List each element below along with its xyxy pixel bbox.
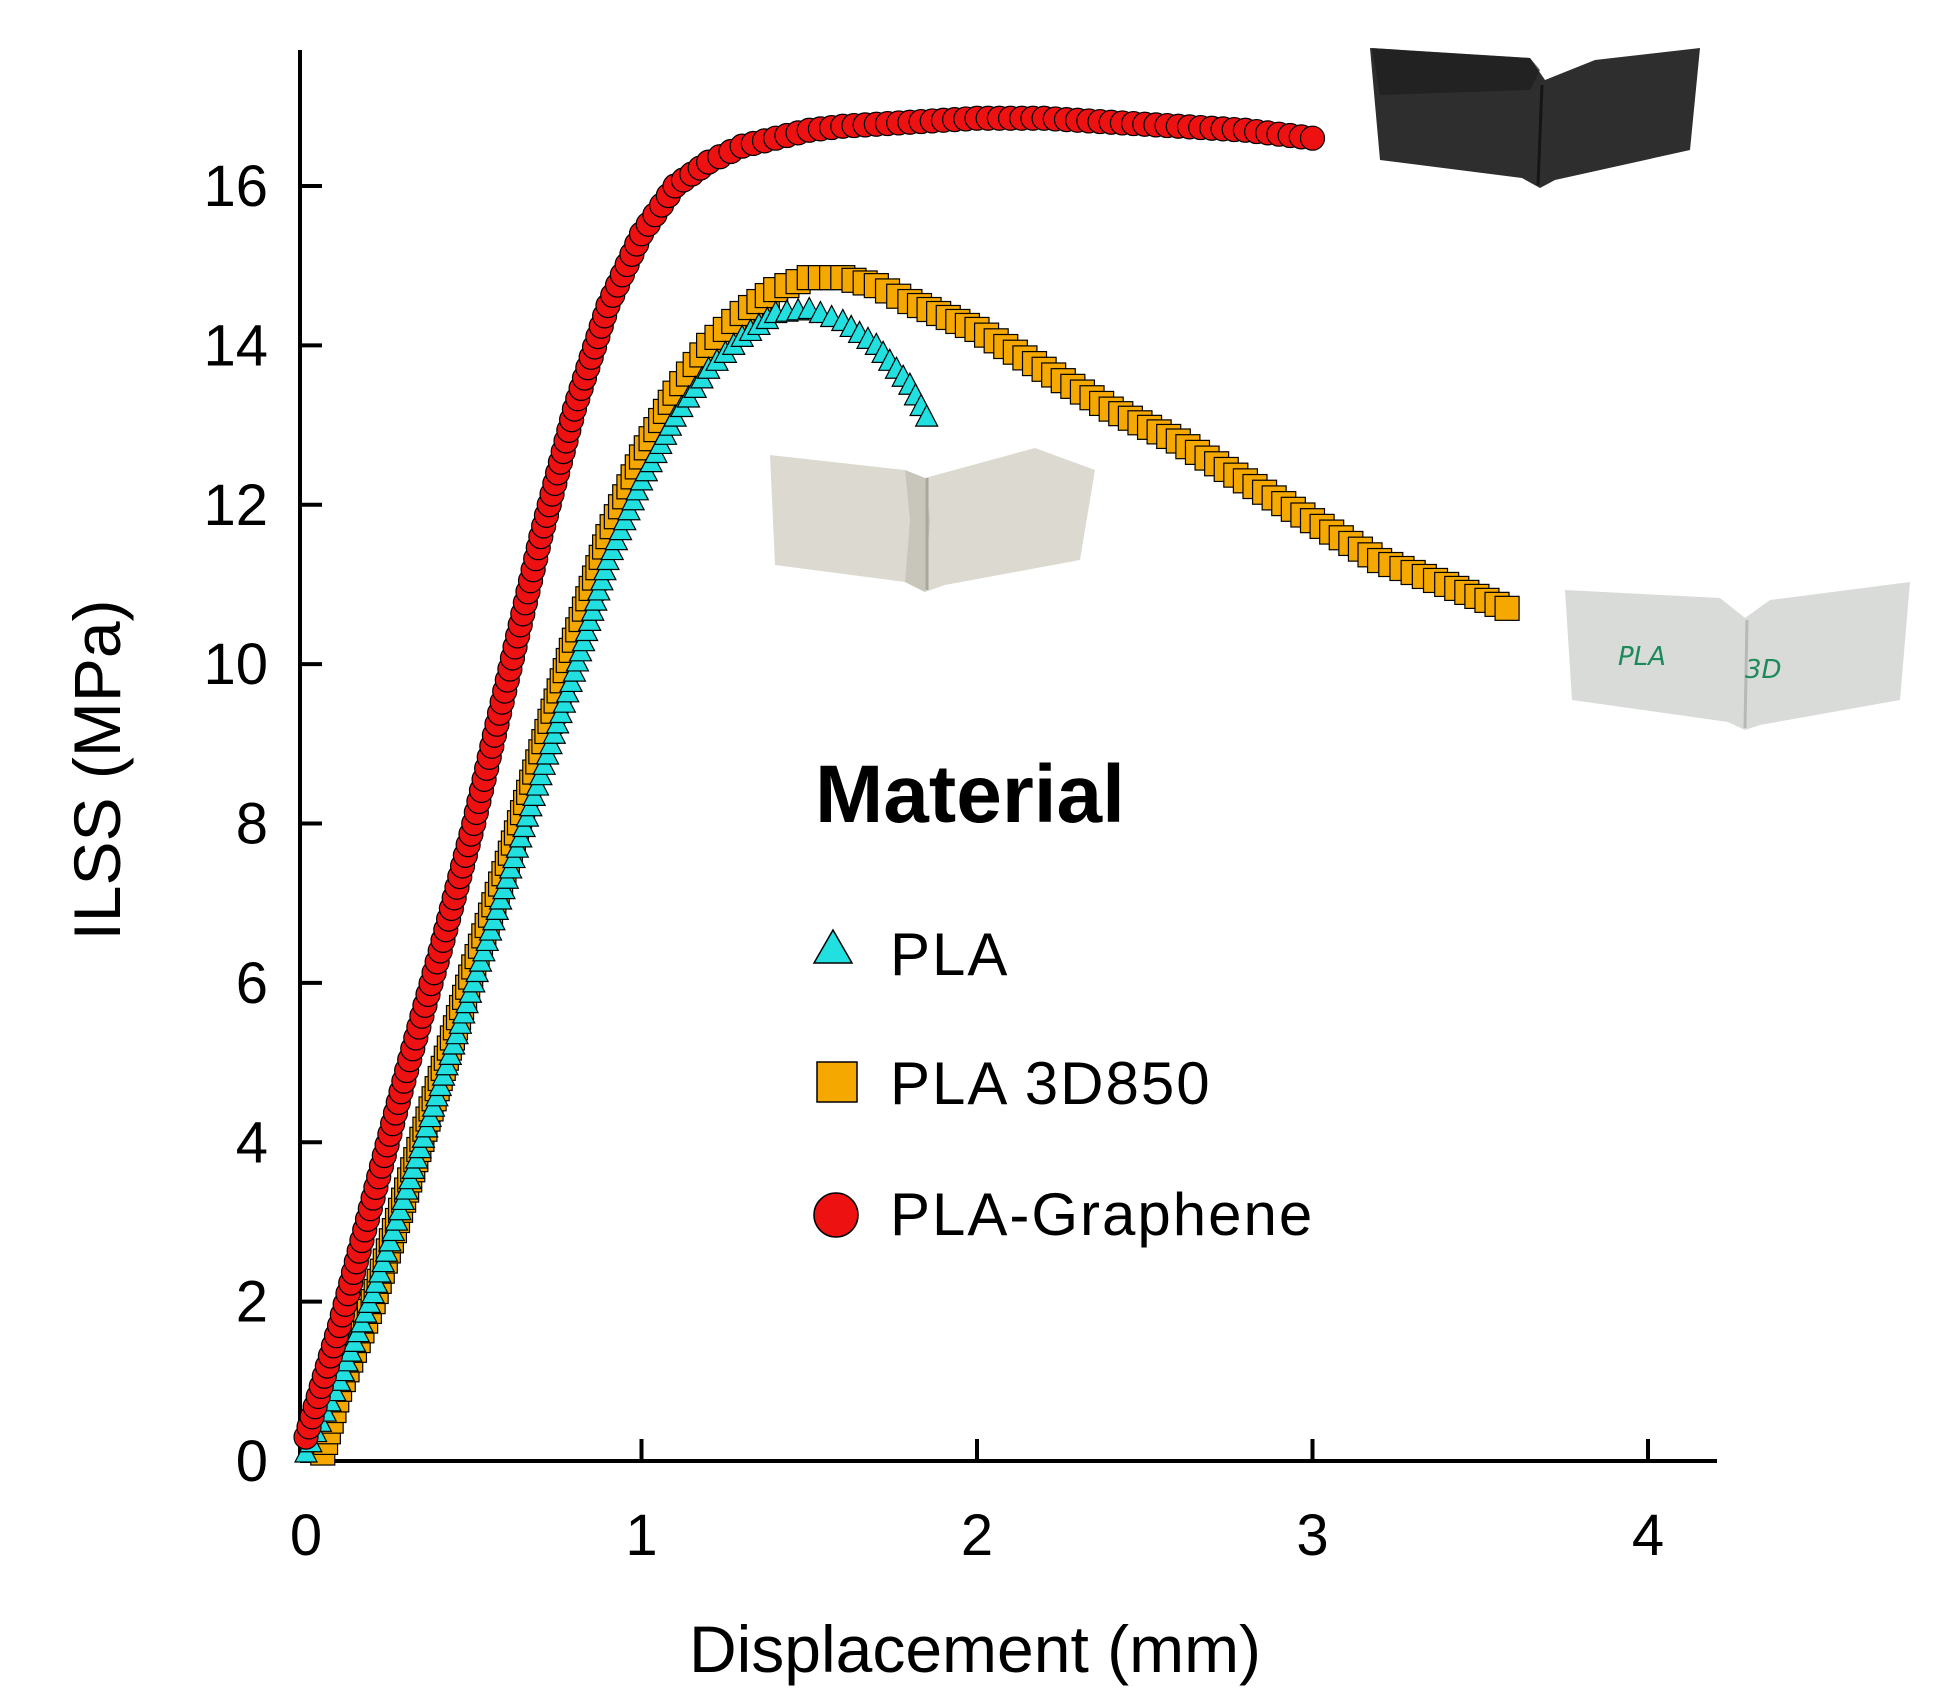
x-tick-label: 2 <box>961 1503 993 1568</box>
data-point-circle <box>1299 125 1326 151</box>
series-layer <box>293 105 1520 1466</box>
legend-label-pla-graphene: PLA-Graphene <box>890 1181 1314 1248</box>
pla3d850-photo-text-left: PLA <box>1618 642 1666 672</box>
x-tick-label: 3 <box>1296 1503 1328 1568</box>
x-tick-label: 4 <box>1632 1503 1664 1568</box>
y-tick-label: 0 <box>236 1429 268 1494</box>
y-tick-label: 8 <box>236 792 268 857</box>
legend-label-pla3d850: PLA 3D850 <box>890 1050 1212 1117</box>
legend-label-pla: PLA <box>890 921 1009 988</box>
legend-circle-marker <box>813 1192 859 1238</box>
legend-item-pla3d850: PLA 3D850 <box>816 1050 1212 1117</box>
pla3d850-specimen-photo: PLA 3D <box>1565 582 1910 730</box>
legend-square-marker <box>816 1061 858 1103</box>
y-tick-label: 6 <box>236 951 268 1016</box>
y-ticks: 0 2 4 6 8 10 12 14 16 <box>203 154 322 1494</box>
series-pla-3d850 <box>310 265 1520 1466</box>
series-pla-graphene <box>293 105 1326 1450</box>
legend-title: Material <box>815 749 1125 840</box>
data-point-square <box>1494 595 1520 621</box>
y-tick-label: 4 <box>236 1110 268 1175</box>
y-axis-title: ILSS (MPa) <box>60 599 134 940</box>
series-pla <box>294 296 939 1463</box>
legend-item-pla: PLA <box>812 921 1009 988</box>
y-tick-label: 14 <box>203 313 268 378</box>
y-tick-label: 12 <box>203 473 268 538</box>
pla3d850-photo-text-right: 3D <box>1745 655 1782 685</box>
axes <box>298 50 1717 1463</box>
pla-graphene-specimen-photo <box>1370 48 1700 188</box>
y-tick-label: 16 <box>203 154 268 219</box>
y-tick-label: 10 <box>203 632 268 697</box>
x-tick-label: 1 <box>625 1503 657 1568</box>
legend: Material PLA PLA 3D850 PLA-Graphene <box>812 749 1314 1248</box>
x-ticks: 0 1 2 3 4 <box>290 1439 1664 1568</box>
legend-triangle-marker <box>812 928 854 964</box>
x-tick-label: 0 <box>290 1503 322 1568</box>
y-tick-label: 2 <box>236 1270 268 1335</box>
legend-item-pla-graphene: PLA-Graphene <box>813 1181 1314 1248</box>
pla-specimen-photo <box>770 448 1095 592</box>
x-axis-title: Displacement (mm) <box>689 1612 1261 1686</box>
data-point-triangle <box>914 403 939 427</box>
